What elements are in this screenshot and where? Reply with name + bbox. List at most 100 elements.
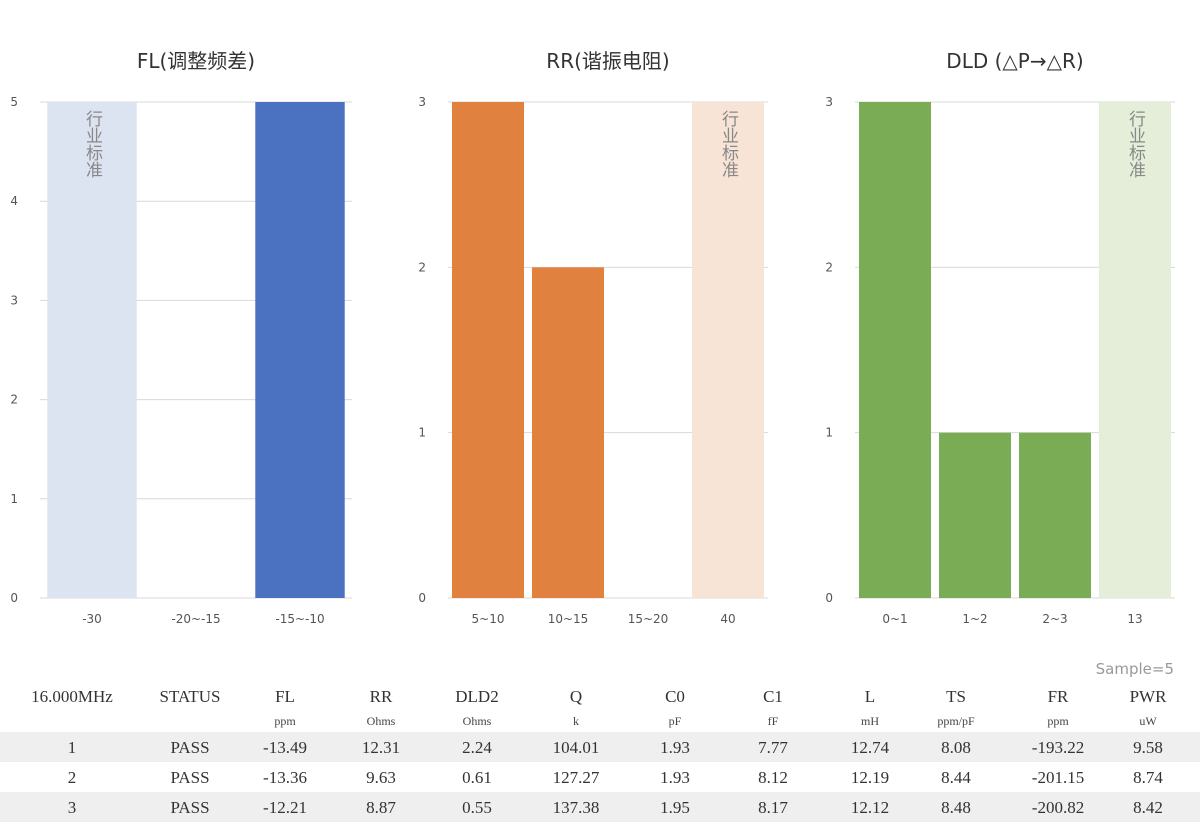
- table-cell: 12.12: [850, 798, 890, 817]
- bar: [452, 102, 524, 598]
- table-cell: 1.93: [660, 738, 690, 757]
- table-cell: 9.63: [366, 768, 396, 787]
- bar: [1019, 432, 1091, 598]
- table-cell: -200.82: [1031, 798, 1085, 817]
- sample-count: Sample=5: [1095, 660, 1174, 678]
- standard-band: [47, 102, 137, 598]
- column-header: TS: [946, 687, 966, 706]
- table-cell: 12.31: [361, 738, 401, 757]
- y-tick-label: 1: [10, 492, 18, 506]
- column-unit: ppm/pF: [937, 714, 975, 728]
- bar: [532, 267, 604, 598]
- table-cell: 12.19: [850, 768, 890, 787]
- x-tick-label: 0~1: [882, 612, 907, 626]
- table-cell: -13.36: [263, 768, 307, 787]
- table-cell: 0.61: [462, 768, 492, 787]
- chart-title: DLD (△P→△R): [946, 49, 1083, 73]
- column-unit: uW: [1139, 714, 1157, 728]
- y-tick-label: 1: [825, 426, 833, 440]
- standard-band: [1099, 102, 1171, 598]
- x-tick-label: 13: [1127, 612, 1142, 626]
- column-header: RR: [369, 687, 393, 706]
- y-tick-label: 2: [825, 260, 833, 274]
- table-cell: -201.15: [1031, 768, 1085, 787]
- y-tick-label: 5: [10, 95, 18, 109]
- column-unit: mH: [861, 714, 879, 728]
- table-cell: 8.48: [941, 798, 971, 817]
- column-header: Q: [569, 687, 583, 706]
- bar: [859, 102, 931, 598]
- column-unit: ppm: [274, 714, 296, 728]
- table-cell: 8.74: [1133, 768, 1163, 787]
- column-unit: Ohms: [462, 714, 492, 728]
- column-header: PWR: [1129, 687, 1167, 706]
- y-tick-label: 0: [418, 591, 426, 605]
- table-cell: PASS: [170, 798, 210, 817]
- x-tick-label: 40: [720, 612, 735, 626]
- standard-band: [692, 102, 764, 598]
- y-tick-label: 2: [10, 393, 18, 407]
- charts-area: FL(调整频差) 0 1 2 3 4 5 行业标准 -30 -20~-15 -15~-10 RR(谐振…: [10, 49, 1175, 626]
- table-cell: 0.55: [462, 798, 492, 817]
- column-header: DLD2: [455, 687, 499, 706]
- y-tick-label: 2: [418, 260, 426, 274]
- x-tick-label: 5~10: [472, 612, 505, 626]
- chart-title: RR(谐振电阻): [546, 49, 669, 73]
- column-header: STATUS: [159, 687, 221, 706]
- table-row: 3 PASS -12.21 8.87 0.55 137.38 1.95 8.17 12.12 8.…: [0, 792, 1200, 822]
- table-cell: 1.93: [660, 768, 690, 787]
- table-cell: 104.01: [552, 738, 600, 757]
- table-cell: 8.12: [758, 768, 788, 787]
- table-cell: -13.49: [263, 738, 307, 757]
- x-tick-label: -20~-15: [171, 612, 220, 626]
- y-tick-label: 4: [10, 194, 18, 208]
- y-tick-label: 0: [10, 591, 18, 605]
- x-tick-label: -15~-10: [275, 612, 324, 626]
- table-row: 1 PASS -13.49 12.31 2.24 104.01 1.93 7.77 12.74 8…: [0, 732, 1200, 762]
- table-cell: 8.08: [941, 738, 971, 757]
- y-tick-label: 1: [418, 426, 426, 440]
- bar: [255, 102, 345, 598]
- table-cell: 3: [67, 798, 77, 817]
- table-row: 2 PASS -13.36 9.63 0.61 127.27 1.93 8.12 12.19 8.…: [0, 762, 1200, 792]
- x-tick-label: 10~15: [548, 612, 589, 626]
- x-tick-label: -30: [82, 612, 102, 626]
- x-tick-label: 2~3: [1042, 612, 1067, 626]
- standard-band-label: 行业标准: [82, 110, 103, 178]
- y-tick-label: 0: [825, 591, 833, 605]
- column-unit: ppm: [1047, 714, 1069, 728]
- table-cell: 7.77: [758, 738, 788, 757]
- x-tick-label: 1~2: [962, 612, 987, 626]
- chart-title: FL(调整频差): [137, 49, 255, 73]
- y-tick-label: 3: [10, 293, 18, 307]
- table-cell: 8.87: [366, 798, 396, 817]
- column-header: 16.000MHz: [31, 687, 113, 706]
- table-cell: 2.24: [462, 738, 492, 757]
- table-cell: PASS: [170, 768, 210, 787]
- standard-band-label: 行业标准: [1125, 110, 1146, 178]
- table-cell: 12.74: [850, 738, 890, 757]
- table-cell: 1.95: [660, 798, 690, 817]
- x-tick-label: 15~20: [628, 612, 669, 626]
- y-tick-label: 3: [418, 95, 426, 109]
- column-header: C1: [763, 687, 783, 706]
- table-cell: 9.58: [1133, 738, 1163, 757]
- column-unit: k: [573, 714, 579, 728]
- table-cell: 1: [67, 738, 77, 757]
- table-cell: -193.22: [1031, 738, 1085, 757]
- column-unit: Ohms: [366, 714, 396, 728]
- standard-band-label: 行业标准: [718, 110, 739, 178]
- column-unit: pF: [668, 714, 682, 728]
- bar: [939, 432, 1011, 598]
- table-cell: -12.21: [263, 798, 307, 817]
- table-cell: 2: [67, 768, 77, 787]
- table-cell: 8.17: [758, 798, 788, 817]
- column-header: L: [864, 687, 876, 706]
- table-cell: 137.38: [552, 798, 600, 817]
- column-header: FL: [275, 687, 295, 706]
- column-header: C0: [665, 687, 685, 706]
- table-cell: 127.27: [552, 768, 600, 787]
- table-cell: PASS: [170, 738, 210, 757]
- column-header: FR: [1047, 687, 1069, 706]
